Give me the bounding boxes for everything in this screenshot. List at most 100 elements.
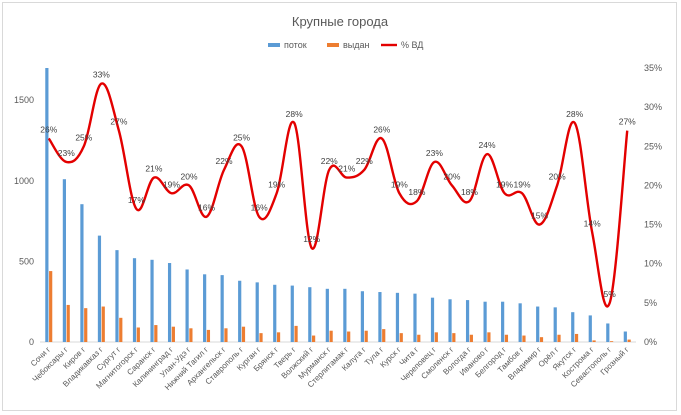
bar-vydan (312, 335, 316, 342)
bar-vydan (592, 340, 596, 342)
bar-potok (255, 282, 259, 342)
data-label: 21% (338, 164, 355, 174)
bar-potok (553, 307, 557, 342)
data-label: 25% (233, 132, 250, 142)
data-label: 27% (619, 117, 636, 127)
bar-vydan (119, 317, 123, 342)
bar-potok (238, 280, 242, 342)
bar-potok (518, 303, 522, 342)
y-right-tick-label: 20% (644, 180, 662, 190)
bar-vydan (189, 328, 193, 342)
data-label: 19% (496, 179, 513, 189)
bar-vydan (382, 329, 386, 342)
data-label: 19% (268, 179, 285, 189)
bar-potok (80, 204, 84, 342)
legend-label: % ВД (401, 40, 423, 50)
data-label: 14% (584, 218, 601, 228)
data-label: 5% (604, 289, 617, 299)
data-label: 20% (443, 171, 460, 181)
bar-vydan (364, 330, 368, 342)
data-labels: 26%23%25%33%27%17%21%19%20%16%22%25%16%1… (40, 70, 636, 299)
y-right-tick-label: 10% (644, 259, 662, 269)
data-label: 24% (478, 140, 495, 150)
data-label: 19% (163, 179, 180, 189)
data-label: 28% (566, 109, 583, 119)
bar-vydan (399, 333, 403, 342)
bar-potok (290, 285, 294, 342)
bar-potok (308, 287, 312, 342)
bar-potok (606, 323, 610, 342)
bar-potok (62, 179, 66, 342)
bar-vydan (136, 327, 140, 342)
chart-frame (2, 2, 677, 411)
bar-potok (325, 288, 329, 342)
data-label: 19% (391, 179, 408, 189)
data-label: 26% (373, 124, 390, 134)
legend-label: поток (284, 40, 307, 50)
data-label: 21% (145, 164, 162, 174)
bar-vydan (574, 333, 579, 342)
bar-potok (132, 258, 137, 342)
bar-potok (45, 68, 49, 342)
data-label: 23% (426, 148, 443, 158)
bar-potok (623, 331, 627, 342)
bar-potok (150, 259, 154, 342)
bar-vydan (417, 334, 421, 342)
data-label: 22% (321, 156, 338, 166)
bar-potok (343, 288, 347, 342)
bar-potok (185, 269, 189, 342)
bar-potok (167, 263, 172, 342)
data-label: 28% (286, 109, 303, 119)
y-left-tick-label: 500 (19, 256, 34, 266)
bar-potok (430, 297, 435, 342)
bar-vydan (294, 325, 298, 342)
y-right-tick-label: 5% (644, 298, 657, 308)
bar-potok (483, 301, 487, 342)
y-right-tick-label: 0% (644, 337, 657, 347)
line-vd-percent (47, 82, 629, 308)
bar-vydan (469, 334, 473, 342)
bar-vydan (171, 326, 175, 342)
legend-swatch (327, 43, 339, 47)
y-left-tick-label: 0 (29, 337, 34, 347)
bar-vydan (224, 328, 228, 342)
y-left-tick-label: 1500 (14, 95, 34, 105)
legend-swatch (268, 43, 280, 47)
y-right-tick-label: 30% (644, 102, 662, 112)
bar-vydan (241, 326, 246, 342)
bar-vydan (452, 333, 456, 342)
bar-potok (115, 250, 119, 342)
data-label: 15% (531, 211, 548, 221)
bar-vydan (434, 332, 438, 342)
bars (45, 68, 631, 342)
data-label: 33% (93, 70, 110, 80)
bar-potok (395, 292, 400, 342)
data-label: 20% (549, 171, 566, 181)
data-label: 16% (198, 203, 215, 213)
bar-vydan (504, 334, 509, 342)
bar-vydan (49, 271, 53, 342)
bar-vydan (522, 335, 526, 342)
bar-vydan (66, 304, 70, 342)
bar-vydan (259, 333, 263, 342)
data-label: 20% (180, 171, 197, 181)
legend: поток выдан % ВД (268, 40, 423, 50)
data-label: 19% (514, 179, 531, 189)
bar-potok (220, 275, 224, 342)
y-right-tick-label: 25% (644, 141, 662, 151)
bar-vydan (487, 332, 491, 342)
bar-potok (536, 306, 540, 342)
bar-vydan (276, 332, 281, 342)
bar-vydan (101, 306, 105, 342)
bar-potok (465, 300, 470, 342)
bar-potok (501, 301, 505, 342)
data-label: 23% (58, 148, 75, 158)
data-label: 18% (461, 187, 478, 197)
data-label: 12% (303, 234, 320, 244)
bar-vydan (539, 337, 544, 342)
data-label: 22% (356, 156, 373, 166)
y-right-tick-label: 15% (644, 220, 662, 230)
bar-vydan (557, 334, 561, 342)
bar-potok (588, 315, 592, 342)
